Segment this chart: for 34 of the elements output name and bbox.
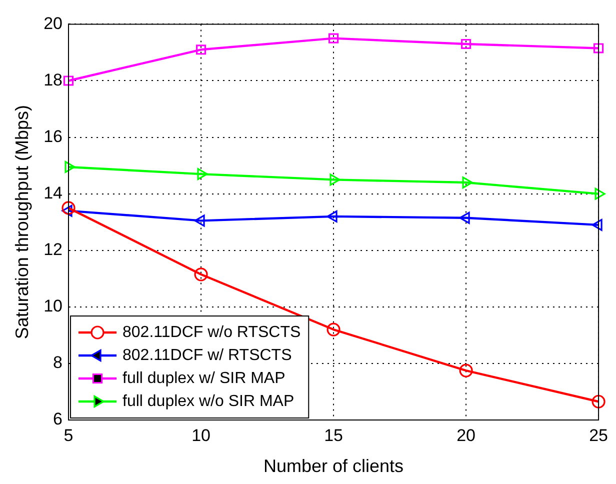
y-tick-label: 10 bbox=[44, 296, 63, 316]
x-axis-title: Number of clients bbox=[263, 456, 404, 476]
point bbox=[330, 174, 340, 186]
point bbox=[196, 44, 206, 55]
y-tick-label: 14 bbox=[44, 184, 63, 203]
y-tick-label: 6 bbox=[53, 410, 63, 429]
legend-label: 802.11DCF w/ RTSCTS bbox=[122, 346, 292, 364]
point bbox=[460, 38, 472, 50]
y-tick-label: 16 bbox=[44, 126, 63, 146]
x-tick-label: 10 bbox=[192, 426, 210, 445]
point bbox=[594, 188, 606, 200]
point bbox=[194, 268, 208, 282]
y-tick-label: 12 bbox=[44, 240, 63, 260]
y-axis-title: Saturation throughput (Mbps) bbox=[12, 105, 32, 340]
x-tick-label: 5 bbox=[64, 426, 74, 445]
legend-label: full duplex w/o SIR MAP bbox=[122, 392, 294, 410]
point bbox=[63, 76, 74, 86]
y-tick-label: 20 bbox=[44, 14, 63, 33]
x-tick-label: 15 bbox=[324, 426, 343, 445]
point bbox=[328, 33, 339, 44]
point bbox=[462, 176, 473, 189]
point bbox=[197, 168, 208, 180]
point bbox=[326, 322, 340, 336]
x-tick-label: 20 bbox=[456, 426, 476, 445]
y-tick-label: 8 bbox=[53, 353, 63, 372]
point bbox=[594, 43, 604, 54]
point bbox=[592, 394, 606, 408]
point bbox=[459, 364, 473, 378]
point bbox=[62, 201, 76, 215]
x-tick-label: 25 bbox=[589, 426, 608, 445]
legend-label: 802.11DCF w/o RTSCTS bbox=[122, 324, 301, 341]
y-tick-label: 18 bbox=[44, 70, 63, 90]
point bbox=[62, 204, 72, 217]
legend-label: full duplex w/ SIR MAP bbox=[122, 370, 286, 387]
